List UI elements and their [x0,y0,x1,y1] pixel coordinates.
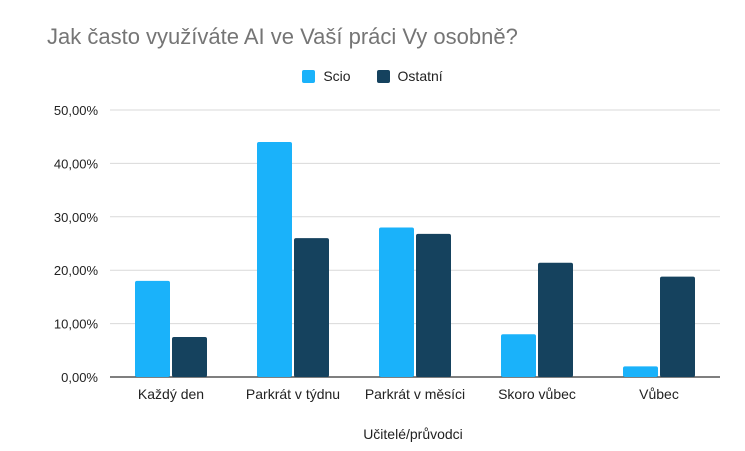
legend-label-scio: Scio [323,68,351,84]
bar-ostatni [538,262,573,377]
bar-scio [623,366,658,377]
legend-label-ostatni: Ostatní [397,68,443,84]
legend-swatch-scio [302,69,316,83]
y-tick-label: 50,00% [54,103,99,118]
bar-ostatni [416,233,451,377]
bar-ostatni [660,276,695,377]
x-axis-title: Učitelé/průvodci [363,426,463,442]
y-tick-label: 0,00% [61,370,98,385]
y-tick-label: 40,00% [54,156,99,171]
x-tick-label: Skoro vůbec [498,386,576,402]
bar-ostatni [172,336,207,377]
chart-title: Jak často využíváte AI ve Vaší práci Vy … [47,24,518,49]
bar-scio [257,142,292,377]
bar-scio [379,227,414,377]
legend: Scio Ostatní [0,68,745,84]
legend-swatch-ostatni [376,69,390,83]
y-tick-label: 20,00% [54,263,99,278]
x-tick-label: Parkrát v měsíci [365,386,465,402]
bar-scio [135,280,170,377]
x-tick-label: Každý den [138,386,204,402]
legend-item-scio: Scio [302,68,351,84]
y-tick-label: 10,00% [54,317,99,332]
y-tick-label: 30,00% [54,210,99,225]
bar-scio [501,334,536,377]
legend-item-ostatni: Ostatní [376,68,443,84]
x-tick-label: Parkrát v týdnu [246,386,340,402]
x-tick-label: Vůbec [639,386,679,402]
bar-ostatni [294,238,329,377]
